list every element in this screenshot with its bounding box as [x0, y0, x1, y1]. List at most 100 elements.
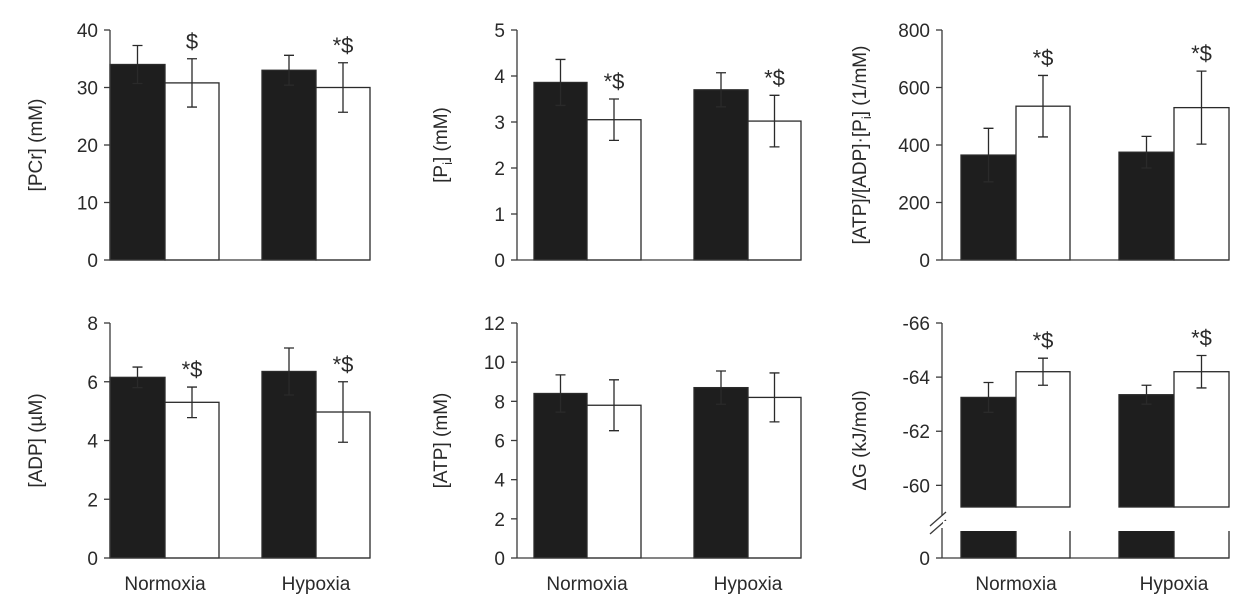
error-bar	[769, 372, 780, 423]
black-bar-hypoxia	[1118, 151, 1175, 261]
y-tick-label: 6	[494, 432, 505, 453]
error-bar	[983, 381, 994, 413]
y-tick-label: 3	[494, 113, 505, 134]
white-bar-normoxia	[164, 401, 220, 559]
white-bar-normoxia-stub	[1015, 529, 1071, 559]
black-bar-normoxia	[533, 392, 588, 559]
y-tick-label: 20	[77, 136, 98, 157]
black-bar-hypoxia	[1118, 394, 1175, 508]
significance-label: $	[186, 29, 198, 54]
black-bar-hypoxia	[261, 69, 317, 261]
significance-label: *$	[1033, 328, 1054, 353]
y-tick-label: 600	[898, 79, 930, 100]
white-bar-hypoxia-stub	[1173, 529, 1230, 559]
significance-label: *$	[333, 33, 354, 58]
panel-delta-g: *$ *$ -60 -62 -64 -66 0 ΔG (kJ/mol) Normoxia Hypo…	[850, 314, 1238, 595]
black-bar-normoxia-stub	[960, 529, 1017, 559]
black-bar-normoxia	[533, 81, 588, 261]
y-tick-label: 1	[494, 205, 505, 226]
y-tick-label: 8	[494, 392, 505, 413]
y-axis-label: [PCr] (mM)	[26, 99, 47, 192]
y-tick-label: 400	[898, 136, 930, 157]
category-label-normoxia: Normoxia	[975, 574, 1057, 595]
category-label-normoxia: Normoxia	[124, 574, 206, 595]
y-tick-label: 10	[484, 353, 505, 374]
significance-label: *$	[1191, 325, 1212, 350]
y-tick-label: 2	[494, 510, 505, 531]
significance-label: *$	[333, 352, 354, 377]
y-tick-label: 800	[898, 21, 930, 42]
y-tick-label: 5	[494, 21, 505, 42]
y-tick-label: 10	[77, 194, 98, 215]
white-bar-hypoxia	[315, 86, 371, 261]
error-bar	[338, 62, 348, 113]
y-tick-label: -62	[903, 422, 930, 443]
black-bar-hypoxia	[261, 370, 317, 559]
black-bar-normoxia	[960, 396, 1017, 508]
y-tick-label: 0	[919, 251, 930, 272]
error-bar	[609, 379, 619, 432]
y-tick-label: 40	[77, 21, 98, 42]
y-axis-label: [ATP] (mM)	[431, 393, 452, 489]
y-axis-label: [ATP]/[ADP]·[Pi​] (1/mM)	[850, 46, 874, 245]
error-bar	[1141, 135, 1152, 169]
category-label-hypoxia: Hypoxia	[714, 574, 783, 595]
error-bar	[187, 386, 197, 419]
white-bar-normoxia	[1015, 371, 1071, 508]
error-bar	[716, 370, 726, 405]
error-bar	[1196, 354, 1207, 389]
error-bar	[716, 72, 726, 108]
white-bar-normoxia	[164, 82, 220, 261]
significance-label: *$	[604, 69, 625, 94]
y-tick-label: 0	[87, 251, 98, 272]
white-bar-hypoxia	[1173, 371, 1230, 508]
y-tick-label: 4	[494, 471, 505, 492]
category-label-normoxia: Normoxia	[546, 574, 628, 595]
significance-label: *$	[182, 357, 203, 382]
panel-adp: *$ *$ 0 2 4 6 8 [ADP] (µM) Normoxia Hypoxia	[26, 314, 371, 595]
y-tick-label: 2	[87, 490, 98, 511]
category-label-hypoxia: Hypoxia	[282, 574, 351, 595]
y-tick-label: -60	[903, 476, 930, 497]
significance-label: *$	[1191, 41, 1212, 66]
y-axis-label: ΔG (kJ/mol)	[850, 390, 871, 490]
black-bar-normoxia	[109, 63, 166, 261]
significance-label: *$	[1033, 45, 1054, 70]
black-bar-normoxia	[109, 376, 166, 559]
y-tick-label: 30	[77, 79, 98, 100]
error-bar	[284, 54, 294, 86]
y-tick-label: 200	[898, 194, 930, 215]
error-bar	[338, 381, 348, 443]
y-tick-label: -66	[903, 314, 930, 335]
error-bar	[983, 127, 994, 183]
error-bar	[1038, 357, 1048, 386]
error-bar	[284, 347, 294, 396]
error-bar	[1141, 384, 1152, 405]
error-bar	[555, 58, 566, 107]
error-bar	[132, 44, 143, 85]
y-tick-label: 0	[494, 549, 505, 570]
black-bar-hypoxia-stub	[1118, 529, 1175, 559]
error-bar	[555, 374, 566, 413]
black-bar-hypoxia	[693, 386, 749, 559]
y-tick-label: 4	[87, 432, 98, 453]
y-tick-label: 4	[494, 67, 505, 88]
panel-pi: *$ *$ 0 1 2 3 4 5 [Pi​] (mM)	[431, 21, 802, 272]
axis-break-gap	[943, 521, 1238, 531]
y-tick-label: 0	[919, 549, 930, 570]
y-tick-label: 2	[494, 159, 505, 180]
error-bar	[1196, 70, 1207, 145]
y-tick-label: 0	[494, 251, 505, 272]
y-axis-label: [ADP] (µM)	[26, 393, 47, 487]
y-tick-label: 8	[87, 314, 98, 335]
y-tick-label: 0	[87, 549, 98, 570]
panel-atp: 0 2 4 6 8 10 12 [ATP] (mM) Normoxia Hypoxia	[431, 314, 802, 595]
error-bar	[1038, 74, 1048, 138]
y-axis-label: [Pi​] (mM)	[431, 107, 455, 183]
y-tick-label: 6	[87, 373, 98, 394]
y-tick-label: 12	[484, 314, 505, 335]
category-label-hypoxia: Hypoxia	[1140, 574, 1209, 595]
panel-atp-adp-pi-ratio: *$ *$ 0 200 400 600 800 [ATP]/[ADP]·[Pi​] (1/mM…	[850, 21, 1230, 272]
white-bar-hypoxia	[747, 396, 802, 559]
y-tick-label: -64	[903, 368, 931, 389]
